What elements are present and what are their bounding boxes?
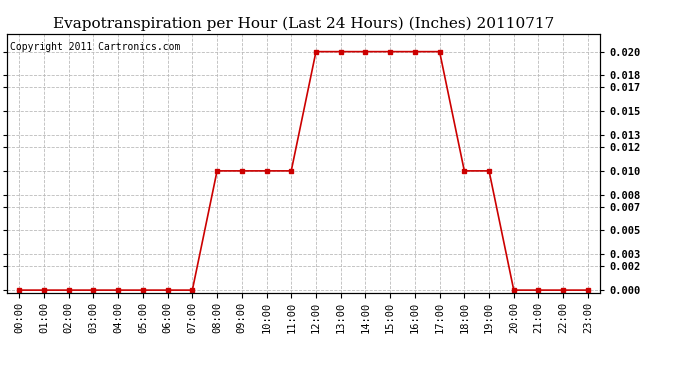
Title: Evapotranspiration per Hour (Last 24 Hours) (Inches) 20110717: Evapotranspiration per Hour (Last 24 Hou…: [53, 17, 554, 31]
Text: Copyright 2011 Cartronics.com: Copyright 2011 Cartronics.com: [10, 42, 180, 51]
